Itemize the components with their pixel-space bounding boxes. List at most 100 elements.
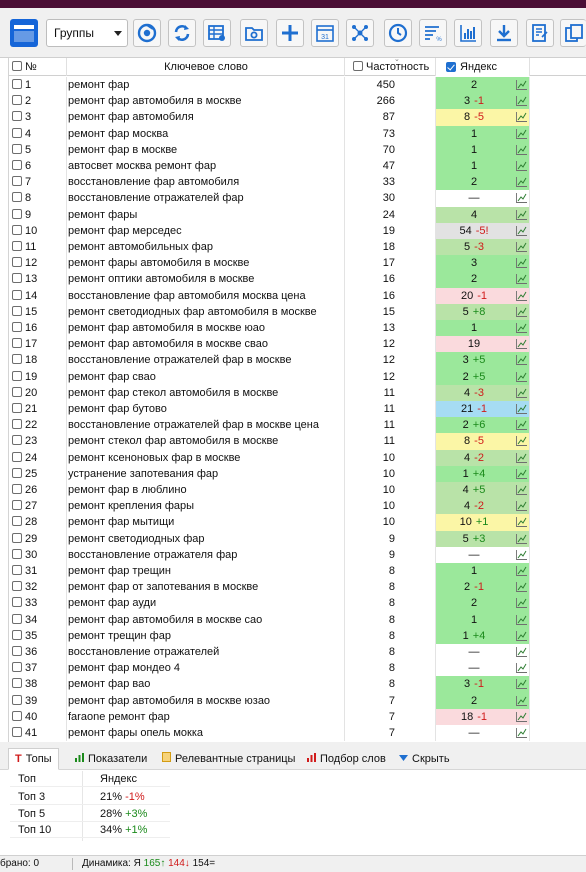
- calendar-button[interactable]: 31: [311, 19, 339, 47]
- table-row[interactable]: 4 ремонт фар москва 73 1: [9, 125, 586, 142]
- position-graph-button[interactable]: [512, 433, 530, 450]
- table-row[interactable]: 23 ремонт стекол фар автомобиля в москве 1…: [9, 433, 586, 450]
- position-graph-button[interactable]: [512, 77, 530, 94]
- row-checkbox[interactable]: [12, 678, 22, 689]
- row-checkbox[interactable]: [12, 257, 22, 268]
- row-number[interactable]: 29: [12, 530, 67, 547]
- row-checkbox[interactable]: [12, 532, 22, 543]
- statistics-button[interactable]: [454, 19, 482, 47]
- row-number[interactable]: 24: [12, 449, 67, 466]
- position-graph-button[interactable]: [512, 611, 530, 628]
- row-number[interactable]: 20: [12, 384, 67, 401]
- position-graph-button[interactable]: [512, 174, 530, 191]
- table-row[interactable]: 33 ремонт фар ауди 8 2: [9, 595, 586, 612]
- position-graph-button[interactable]: [512, 563, 530, 580]
- table-row[interactable]: 41 ремонт фары опель мокка 7 —: [9, 725, 586, 742]
- position-graph-button[interactable]: [512, 530, 530, 547]
- position-graph-button[interactable]: [512, 352, 530, 369]
- table-row[interactable]: 1 ремонт фар 450 2: [9, 77, 586, 94]
- row-checkbox[interactable]: [12, 208, 22, 219]
- row-number[interactable]: 30: [12, 546, 67, 563]
- row-number[interactable]: 35: [12, 627, 67, 644]
- row-checkbox[interactable]: [12, 613, 22, 624]
- yandex-checkbox[interactable]: [446, 62, 456, 72]
- row-number[interactable]: 41: [12, 725, 67, 742]
- row-checkbox[interactable]: [12, 127, 22, 138]
- table-row[interactable]: 9 ремонт фары 24 4: [9, 206, 586, 223]
- position-graph-button[interactable]: [512, 336, 530, 353]
- tab-hide[interactable]: Скрыть: [392, 748, 457, 770]
- row-number[interactable]: 5: [12, 141, 67, 158]
- row-number[interactable]: 33: [12, 595, 67, 612]
- header-yandex[interactable]: Яндекс: [436, 58, 530, 76]
- row-checkbox[interactable]: [12, 419, 22, 430]
- row-checkbox[interactable]: [12, 565, 22, 575]
- table-settings-button[interactable]: [203, 19, 231, 47]
- table-row[interactable]: 31 ремонт фар трещин 8 1: [9, 563, 586, 580]
- table-row[interactable]: 32 ремонт фар от запотевания в москве 8 2 -1: [9, 579, 586, 596]
- row-number[interactable]: 40: [12, 708, 67, 725]
- chrome-button[interactable]: [133, 19, 161, 47]
- row-checkbox[interactable]: [12, 435, 22, 446]
- row-number[interactable]: 36: [12, 644, 67, 661]
- table-row[interactable]: 2 ремонт фар автомобиля в москве 266 3 -1: [9, 93, 586, 110]
- row-checkbox[interactable]: [12, 192, 22, 203]
- row-checkbox[interactable]: [12, 224, 22, 235]
- position-graph-button[interactable]: [512, 660, 530, 677]
- tab-tops[interactable]: T Топы: [8, 748, 59, 770]
- position-graph-button[interactable]: [512, 627, 530, 644]
- table-row[interactable]: 19 ремонт фар свао 12 2 +5: [9, 368, 586, 385]
- table-row[interactable]: 7 восстановление фар автомобиля 33 2: [9, 174, 586, 191]
- table-row[interactable]: 13 ремонт оптики автомобиля в москве 16 2: [9, 271, 586, 288]
- position-graph-button[interactable]: [512, 384, 530, 401]
- row-number[interactable]: 19: [12, 368, 67, 385]
- position-graph-button[interactable]: [512, 401, 530, 418]
- row-checkbox[interactable]: [12, 370, 22, 381]
- position-graph-button[interactable]: [512, 546, 530, 563]
- row-checkbox[interactable]: [12, 386, 22, 397]
- position-graph-button[interactable]: [512, 644, 530, 661]
- row-checkbox[interactable]: [12, 160, 22, 170]
- table-row[interactable]: 24 ремонт ксеноновых фар в москве 10 4 -2: [9, 449, 586, 466]
- row-number[interactable]: 23: [12, 433, 67, 450]
- row-number[interactable]: 8: [12, 190, 67, 207]
- row-checkbox[interactable]: [12, 597, 22, 608]
- row-checkbox[interactable]: [12, 322, 22, 332]
- row-checkbox[interactable]: [12, 548, 22, 559]
- table-row[interactable]: 26 ремонт фар в люблино 10 4 +5: [9, 482, 586, 499]
- row-checkbox[interactable]: [12, 305, 22, 316]
- row-checkbox[interactable]: [12, 516, 22, 527]
- table-row[interactable]: 22 восстановление отражателей фар в москв…: [9, 417, 586, 434]
- row-checkbox[interactable]: [12, 95, 22, 106]
- table-row[interactable]: 27 ремонт крепления фары 10 4 -2: [9, 498, 586, 515]
- row-checkbox[interactable]: [12, 727, 22, 737]
- row-number[interactable]: 4: [12, 125, 67, 142]
- row-number[interactable]: 1: [12, 77, 67, 94]
- row-checkbox[interactable]: [12, 484, 22, 494]
- table-row[interactable]: 16 ремонт фар автомобиля в москве юао 13 1: [9, 320, 586, 337]
- row-checkbox[interactable]: [12, 646, 22, 656]
- table-row[interactable]: 38 ремонт фар вао 8 3 -1: [9, 676, 586, 693]
- header-keyword[interactable]: Ключевое слово: [67, 58, 345, 76]
- row-number[interactable]: 34: [12, 611, 67, 628]
- row-number[interactable]: 37: [12, 660, 67, 677]
- row-checkbox[interactable]: [12, 79, 22, 89]
- position-graph-button[interactable]: [512, 595, 530, 612]
- table-row[interactable]: 35 ремонт трещин фар 8 1 +4: [9, 627, 586, 644]
- table-row[interactable]: 36 восстановление отражателей 8 —: [9, 644, 586, 661]
- row-number[interactable]: 2: [12, 93, 67, 110]
- row-checkbox[interactable]: [12, 241, 22, 251]
- groups-dropdown[interactable]: Группы: [46, 19, 128, 47]
- table-row[interactable]: 28 ремонт фар мытищи 10 10 +1: [9, 514, 586, 531]
- add-button[interactable]: [276, 19, 304, 47]
- position-graph-button[interactable]: [512, 465, 530, 482]
- row-number[interactable]: 3: [12, 109, 67, 126]
- table-row[interactable]: 30 восстановление отражателя фар 9 —: [9, 546, 586, 563]
- panel-splitter[interactable]: [0, 742, 586, 746]
- table-row[interactable]: 20 ремонт фар стекол автомобиля в москве 1…: [9, 384, 586, 401]
- position-graph-button[interactable]: [512, 368, 530, 385]
- row-checkbox[interactable]: [12, 694, 22, 705]
- position-graph-button[interactable]: [512, 498, 530, 515]
- table-row[interactable]: 15 ремонт светодиодных фар автомобиля в м…: [9, 303, 586, 320]
- position-graph-button[interactable]: [512, 708, 530, 725]
